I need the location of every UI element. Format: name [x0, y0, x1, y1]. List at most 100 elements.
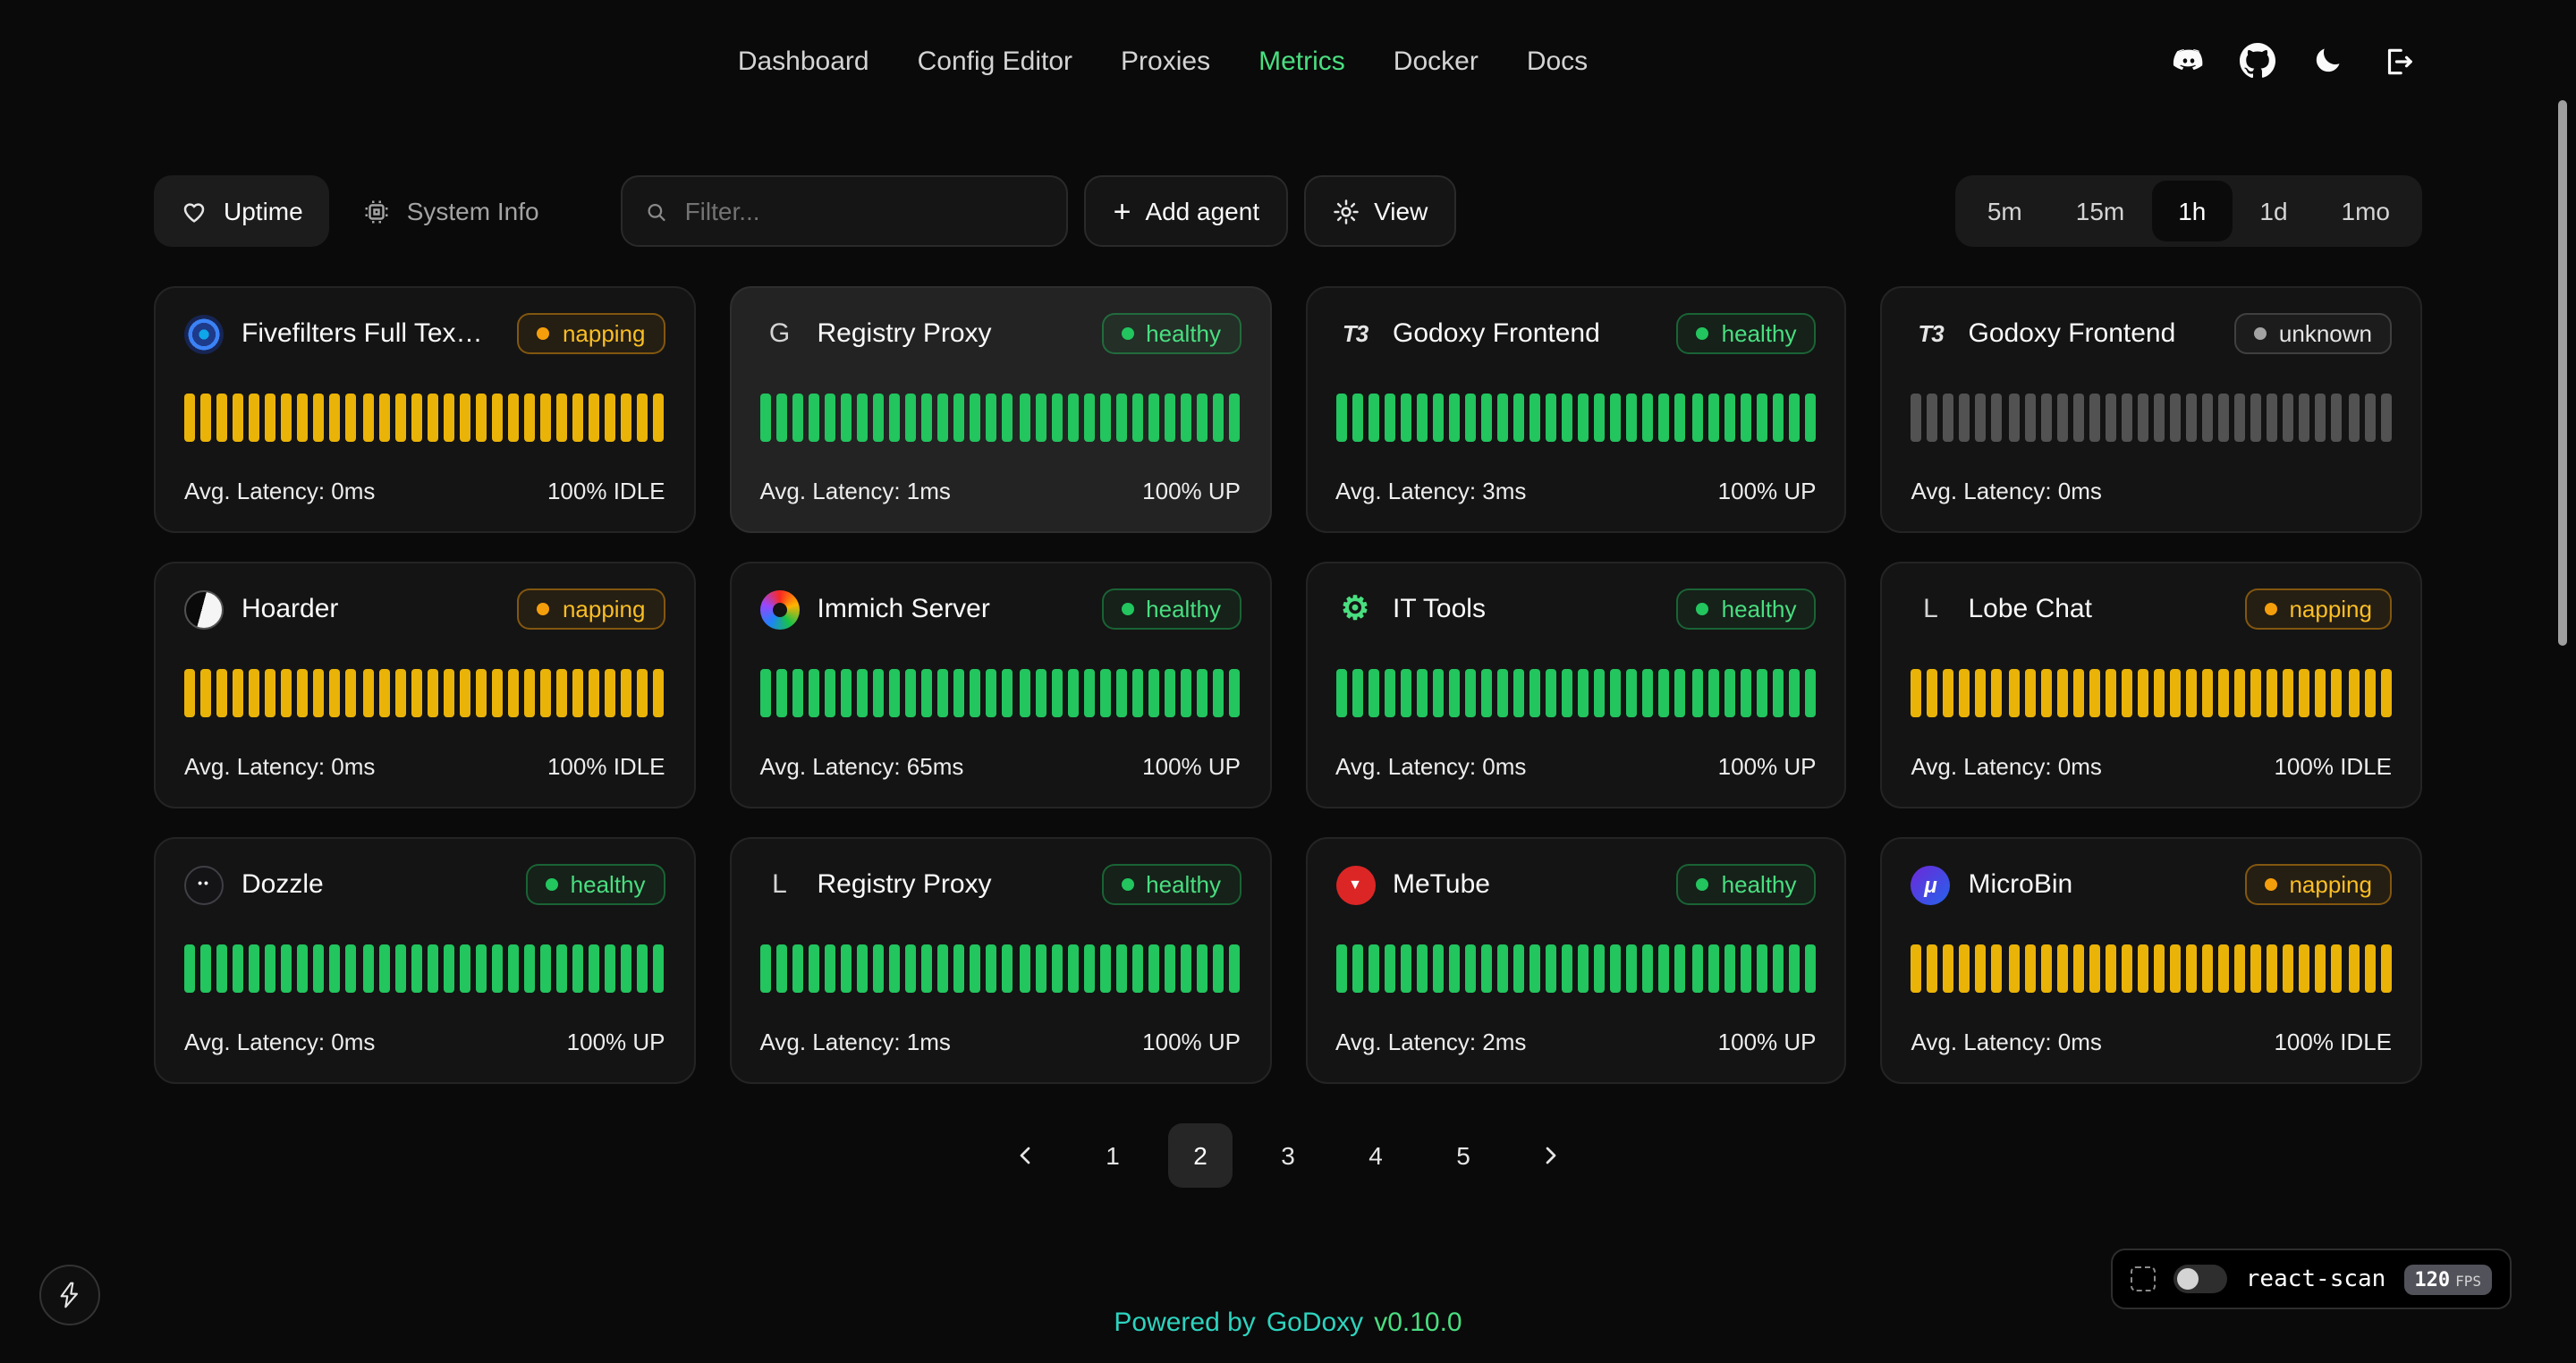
github-button[interactable] — [2236, 39, 2279, 82]
service-card[interactable]: T3 Godoxy Frontend unknown Avg. Latency: 0m… — [1880, 286, 2422, 533]
uptime-bar — [233, 394, 244, 442]
uptime-bar — [1099, 394, 1111, 442]
service-card[interactable]: T3 Godoxy Frontend healthy Avg. Latency: 3m… — [1305, 286, 1847, 533]
service-card[interactable]: Immich Server healthy Avg. Latency: 65ms 10… — [729, 562, 1271, 808]
uptime-bar — [775, 669, 787, 717]
uptime-bar — [1911, 944, 1922, 993]
service-card-footer: Avg. Latency: 1ms 100% UP — [760, 1029, 1241, 1055]
uptime-bar — [2186, 394, 2198, 442]
nav-item-dashboard[interactable]: Dashboard — [737, 46, 869, 76]
discord-button[interactable] — [2166, 39, 2209, 82]
status-badge: healthy — [1101, 588, 1241, 630]
uptime-bar — [2089, 944, 2100, 993]
pagination-right-button[interactable] — [1519, 1123, 1583, 1188]
uptime-bar — [281, 944, 292, 993]
service-card[interactable]: L Registry Proxy healthy Avg. Latency: 1ms 1… — [729, 837, 1271, 1084]
uptime-bar — [249, 669, 260, 717]
uptime-bar — [2234, 669, 2246, 717]
uptime-bar — [1480, 394, 1492, 442]
uptime-bar — [857, 394, 869, 442]
tab-uptime[interactable]: Uptime — [154, 175, 330, 247]
page-4-button[interactable]: 4 — [1343, 1123, 1408, 1188]
uptime-bar — [2105, 944, 2116, 993]
service-card[interactable]: Hoarder napping Avg. Latency: 0ms 100% IDLE — [154, 562, 696, 808]
uptime-bar — [475, 944, 487, 993]
uptime-bar — [1991, 944, 2003, 993]
filter-input[interactable] — [684, 197, 1046, 225]
fps-unit: FPS — [2455, 1273, 2481, 1289]
dark-mode-button[interactable] — [2306, 39, 2349, 82]
service-card-header: •• Dozzle healthy — [184, 864, 665, 905]
uptime-bar — [265, 944, 276, 993]
uptime-bar — [1943, 394, 1954, 442]
page-1-button[interactable]: 1 — [1080, 1123, 1145, 1188]
microbin-icon: μ — [1911, 865, 1951, 904]
page-3-button[interactable]: 3 — [1256, 1123, 1320, 1188]
uptime-bar — [1229, 394, 1241, 442]
scrollbar-thumb[interactable] — [2558, 100, 2567, 646]
service-card[interactable]: G Registry Proxy healthy Avg. Latency: 1ms 1… — [729, 286, 1271, 533]
time-range-1mo[interactable]: 1mo — [2315, 181, 2417, 241]
uptime-bar — [411, 394, 422, 442]
view-button[interactable]: View — [1304, 175, 1457, 247]
uptime-bar — [1164, 669, 1175, 717]
uptime-bars — [184, 669, 665, 717]
service-card[interactable]: •• Dozzle healthy Avg. Latency: 0ms 100% UP — [154, 837, 696, 1084]
uptime-bar — [1448, 394, 1460, 442]
uptime-bar — [1546, 944, 1557, 993]
uptime-bar — [265, 669, 276, 717]
page-5-button[interactable]: 5 — [1431, 1123, 1496, 1188]
uptime-bar — [889, 944, 901, 993]
uptime-bar — [2315, 669, 2326, 717]
nav-item-docker[interactable]: Docker — [1393, 46, 1479, 76]
quick-action-button[interactable] — [39, 1265, 100, 1325]
service-card[interactable]: L Lobe Chat napping Avg. Latency: 0ms 100% I… — [1880, 562, 2422, 808]
time-range-1d[interactable]: 1d — [2233, 181, 2314, 241]
add-agent-button[interactable]: + Add agent — [1084, 175, 1289, 247]
nav-item-proxies[interactable]: Proxies — [1121, 46, 1211, 76]
inspect-icon[interactable] — [2131, 1266, 2157, 1291]
service-card[interactable]: Fivefilters Full Tex… napping Avg. Latency… — [154, 286, 696, 533]
uptime-bar — [1578, 669, 1589, 717]
uptime-bar — [427, 944, 438, 993]
uptime-bar — [1180, 669, 1191, 717]
uptime-label: 100% UP — [1142, 478, 1241, 504]
time-range-15m[interactable]: 15m — [2049, 181, 2151, 241]
uptime-bar — [1400, 669, 1411, 717]
uptime-bar — [1131, 669, 1143, 717]
uptime-bar — [411, 669, 422, 717]
logout-button[interactable] — [2376, 39, 2419, 82]
pagination-left-button[interactable] — [993, 1123, 1057, 1188]
nav-item-docs[interactable]: Docs — [1526, 46, 1589, 76]
godoxy-link[interactable]: GoDoxy — [1266, 1308, 1364, 1338]
nav-item-metrics[interactable]: Metrics — [1258, 46, 1345, 76]
uptime-bar — [2072, 669, 2084, 717]
uptime-bar — [2218, 669, 2230, 717]
service-card[interactable]: ⚙ IT Tools healthy Avg. Latency: 0ms 100% UP — [1305, 562, 1847, 808]
tab-system-info[interactable]: System Info — [337, 175, 566, 247]
uptime-bar — [857, 944, 869, 993]
service-card[interactable]: μ MicroBin napping Avg. Latency: 0ms 100% ID… — [1880, 837, 2422, 1084]
uptime-bar — [216, 669, 228, 717]
react-scan-toggle[interactable] — [2174, 1265, 2228, 1293]
react-scan-widget: react-scan 120 FPS — [2111, 1249, 2512, 1309]
uptime-bar — [1368, 944, 1379, 993]
uptime-bar — [1229, 944, 1241, 993]
uptime-bar — [1804, 669, 1816, 717]
uptime-bar — [792, 669, 803, 717]
nav-item-config-editor[interactable]: Config Editor — [917, 46, 1073, 76]
time-range-5m[interactable]: 5m — [1961, 181, 2049, 241]
time-range-1h[interactable]: 1h — [2151, 181, 2233, 241]
uptime-bar — [1002, 394, 1013, 442]
uptime-bar — [1562, 944, 1573, 993]
uptime-bar — [2202, 944, 2214, 993]
uptime-bar — [362, 669, 374, 717]
uptime-bar — [491, 669, 503, 717]
service-card[interactable]: ▼ MeTube healthy Avg. Latency: 2ms 100% UP — [1305, 837, 1847, 1084]
uptime-bar — [840, 669, 852, 717]
uptime-bar — [1959, 394, 1970, 442]
uptime-bar — [1943, 669, 1954, 717]
page-2-button[interactable]: 2 — [1168, 1123, 1233, 1188]
uptime-bar — [2234, 944, 2246, 993]
status-badge: healthy — [1676, 313, 1817, 354]
